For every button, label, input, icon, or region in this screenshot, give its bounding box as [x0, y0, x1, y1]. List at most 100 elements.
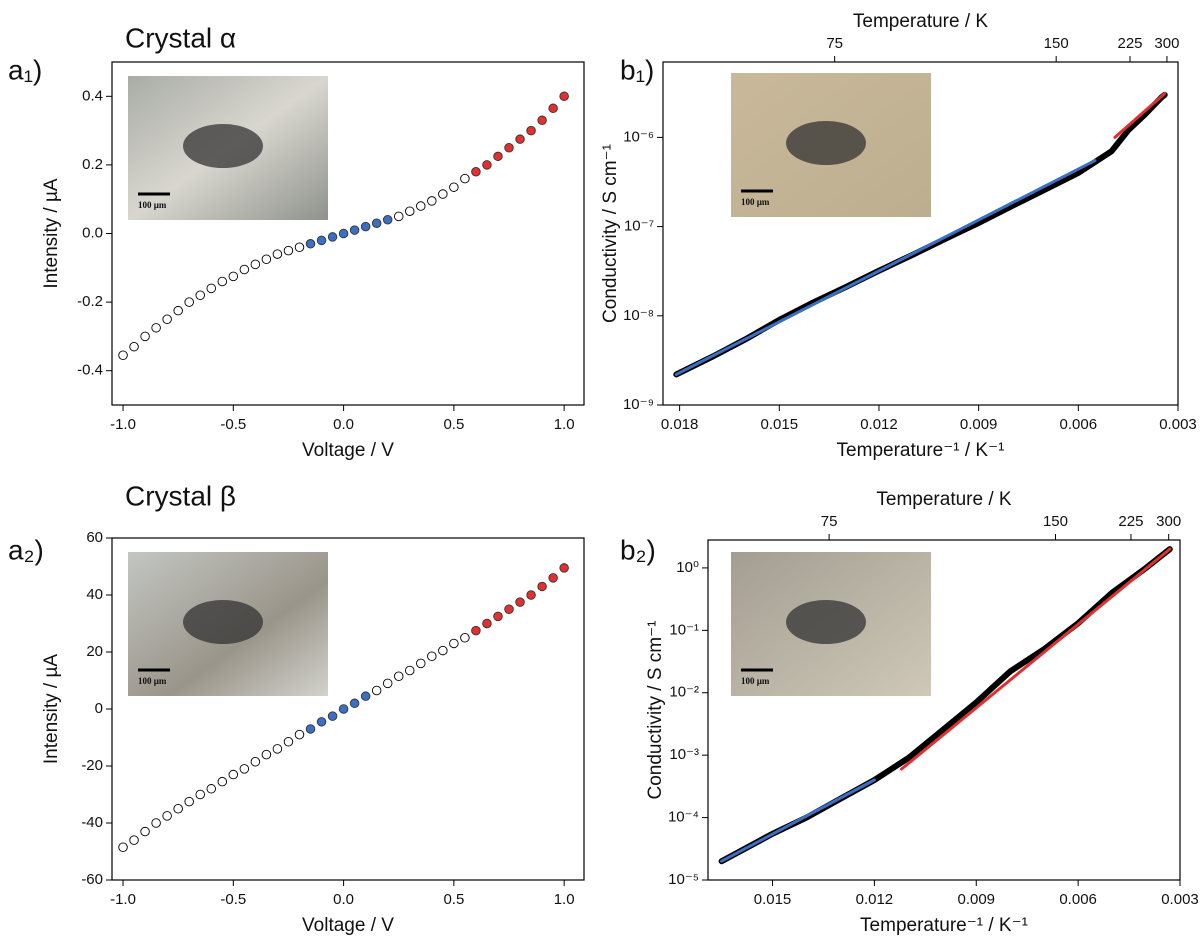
inset-crystal [183, 600, 263, 644]
y-tick-label: 0.4 [82, 87, 103, 104]
data-point [527, 591, 536, 600]
data-point [174, 804, 183, 813]
data-point [483, 619, 492, 628]
data-point [152, 324, 161, 333]
data-point [119, 843, 128, 852]
y-tick-label: 10⁻² [669, 684, 699, 701]
y-tick-label: 40 [86, 586, 103, 603]
data-point [339, 705, 348, 714]
scale-bar-label: 100 µm [138, 200, 167, 210]
data-point [218, 777, 227, 786]
x2-tick-label: 150 [1044, 35, 1069, 52]
x-tick-label: -1.0 [110, 891, 136, 908]
data-point [251, 757, 260, 766]
x-axis-label: Voltage / V [302, 440, 394, 461]
x-tick-label: 0.012 [856, 891, 894, 908]
data-point [229, 272, 238, 281]
data-point [516, 135, 525, 144]
data-point [130, 342, 139, 351]
data-point [439, 190, 448, 199]
data-point [416, 202, 425, 211]
data-point [560, 92, 569, 101]
y-tick-label: 10⁻⁷ [624, 218, 654, 235]
data-point [273, 745, 282, 754]
data-point [450, 639, 459, 648]
y-tick-label: 10⁻⁸ [623, 307, 654, 324]
x-tick-label: 0.0 [333, 891, 354, 908]
data-point [361, 692, 370, 701]
x-tick-label: 0.5 [443, 891, 464, 908]
y-tick-label: -60 [81, 871, 103, 888]
data-point [394, 212, 403, 221]
data-point [229, 770, 238, 779]
x-axis-label: Voltage / V [302, 915, 394, 936]
data-point [361, 222, 370, 231]
data-point [273, 250, 282, 259]
x2-tick-label: 75 [821, 513, 838, 530]
data-point [339, 229, 348, 238]
y-tick-label: 0 [95, 700, 103, 717]
data-point [505, 143, 514, 152]
x-tick-label: 0.015 [754, 891, 792, 908]
data-point [141, 827, 150, 836]
data-point [328, 712, 337, 721]
data-point [262, 255, 271, 264]
x-tick-label: 0.006 [1059, 891, 1097, 908]
x-axis-label: Temperature⁻¹ / K⁻¹ [860, 915, 1028, 936]
y-axis-label: Intensity / µA [41, 654, 62, 765]
x-tick-label: 0.018 [661, 416, 699, 433]
data-point [372, 686, 381, 695]
scale-bar-label: 100 µm [741, 676, 770, 686]
data-point [383, 215, 392, 224]
y-tick-label: 10⁻³ [669, 746, 699, 763]
data-point [394, 672, 403, 681]
y-tick-label: 20 [86, 643, 103, 660]
data-point [185, 298, 194, 307]
data-point [549, 104, 558, 113]
inset-crystal [786, 600, 866, 644]
data-point [174, 306, 183, 315]
figure: a₁)Crystal α100 µm-1.0-0.50.00.51.0-0.4-… [0, 0, 1204, 940]
data-point [207, 785, 216, 794]
data-point [350, 699, 359, 708]
x2-tick-label: 300 [1154, 35, 1179, 52]
x-tick-label: -0.5 [220, 416, 246, 433]
data-point [284, 246, 293, 255]
y-tick-label: -40 [81, 814, 103, 831]
data-point [472, 626, 481, 635]
x-tick-label: 0.009 [957, 891, 995, 908]
data-point [163, 315, 172, 324]
x2-tick-label: 150 [1043, 513, 1068, 530]
y-tick-label: 10⁻⁵ [668, 871, 699, 888]
panel-label: b₁) [620, 54, 654, 85]
y-tick-label: -0.2 [77, 293, 103, 310]
y-tick-label: 10⁻⁴ [668, 809, 699, 826]
panel-label: b₂) [620, 534, 656, 565]
x-tick-label: 1.0 [554, 416, 575, 433]
y-axis-label: Conductivity / S cm⁻¹ [645, 621, 666, 800]
data-point [240, 765, 249, 774]
x-tick-label: 0.003 [1161, 891, 1199, 908]
data-point [317, 718, 326, 727]
data-point [295, 730, 304, 739]
data-point [152, 819, 161, 828]
data-point [119, 351, 128, 360]
data-point [505, 605, 514, 614]
data-point [405, 207, 414, 216]
x-tick-label: 0.003 [1159, 416, 1197, 433]
data-point [317, 236, 326, 245]
y-axis-label: Conductivity / S cm⁻¹ [600, 144, 621, 323]
scale-bar-label: 100 µm [138, 676, 167, 686]
panel-title: Crystal α [125, 22, 236, 53]
data-point [196, 291, 205, 300]
data-point [483, 161, 492, 170]
y-tick-label: 0.2 [82, 156, 103, 173]
x2-tick-label: 75 [826, 35, 843, 52]
x-tick-label: -0.5 [220, 891, 246, 908]
data-point [240, 265, 249, 274]
data-point [527, 126, 536, 135]
data-point [494, 612, 503, 621]
data-point [284, 737, 293, 746]
data-point [306, 239, 315, 248]
x-tick-label: 0.5 [443, 416, 464, 433]
